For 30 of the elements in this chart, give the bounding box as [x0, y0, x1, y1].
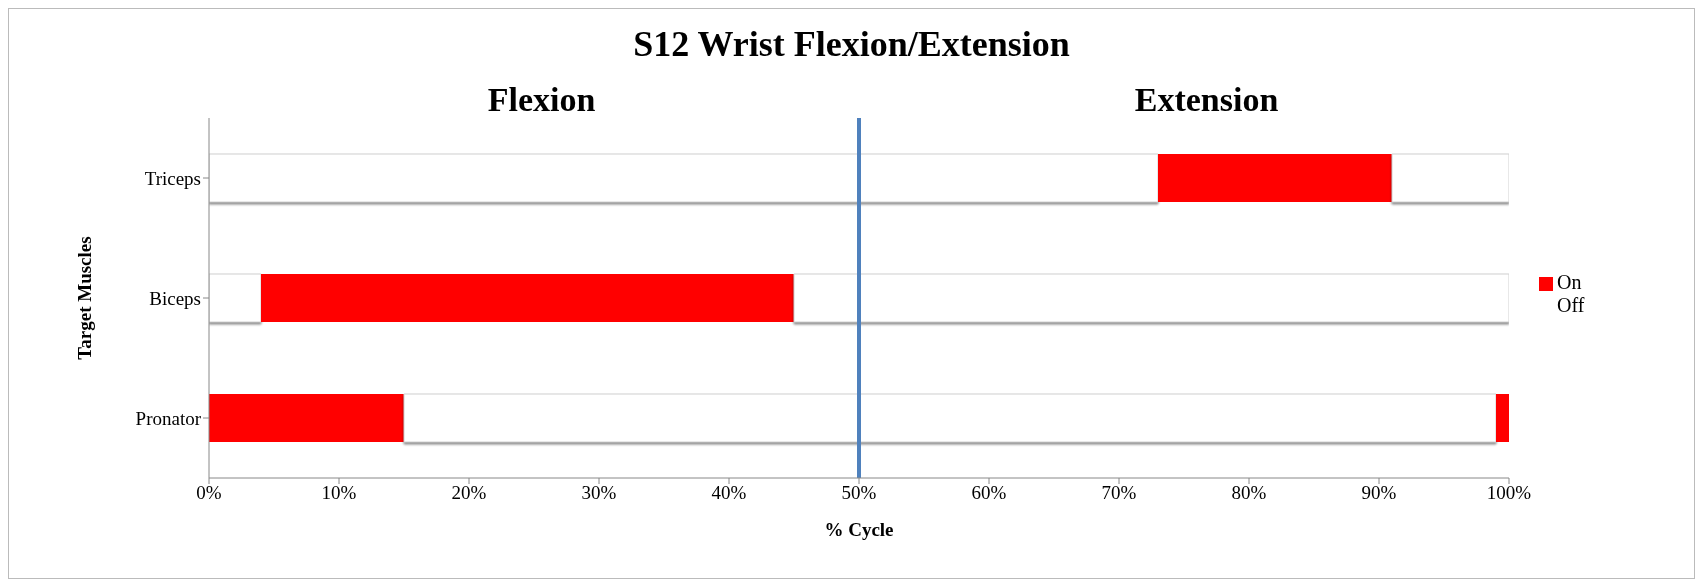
x-tick-label: 30% — [581, 482, 617, 504]
x-tick-label: 80% — [1231, 482, 1267, 504]
bar — [1496, 394, 1509, 442]
x-tick-label: 100% — [1486, 482, 1532, 504]
bar — [209, 394, 404, 442]
y-tick-label: Pronator — [135, 407, 202, 429]
x-tick-label: 60% — [971, 482, 1007, 504]
y-tick-label: Triceps — [144, 167, 201, 189]
y-axis-title: Target Muscles — [73, 236, 95, 360]
x-tick-label: 70% — [1101, 482, 1137, 504]
bar — [1391, 153, 1509, 203]
bar — [261, 274, 794, 322]
bar — [403, 393, 1497, 443]
x-tick-label: 40% — [711, 482, 747, 504]
legend-label: On — [1557, 270, 1582, 293]
annotation: Extension — [1134, 81, 1279, 119]
x-tick-label: 50% — [841, 482, 877, 504]
chart-title: S12 Wrist Flexion/Extension — [632, 23, 1071, 65]
y-tick-label: Biceps — [149, 287, 201, 309]
bar — [209, 273, 262, 323]
annotation: Flexion — [487, 81, 596, 119]
bar — [793, 273, 1509, 323]
bar — [1158, 154, 1392, 202]
x-tick-label: 20% — [451, 482, 487, 504]
x-tick-label: 0% — [196, 482, 222, 504]
x-tick-label: 10% — [321, 482, 357, 504]
text: Off — [1557, 293, 1585, 316]
bar — [209, 153, 1159, 203]
x-tick-label: 90% — [1361, 482, 1397, 504]
x-axis-title: % Cycle — [824, 519, 894, 540]
